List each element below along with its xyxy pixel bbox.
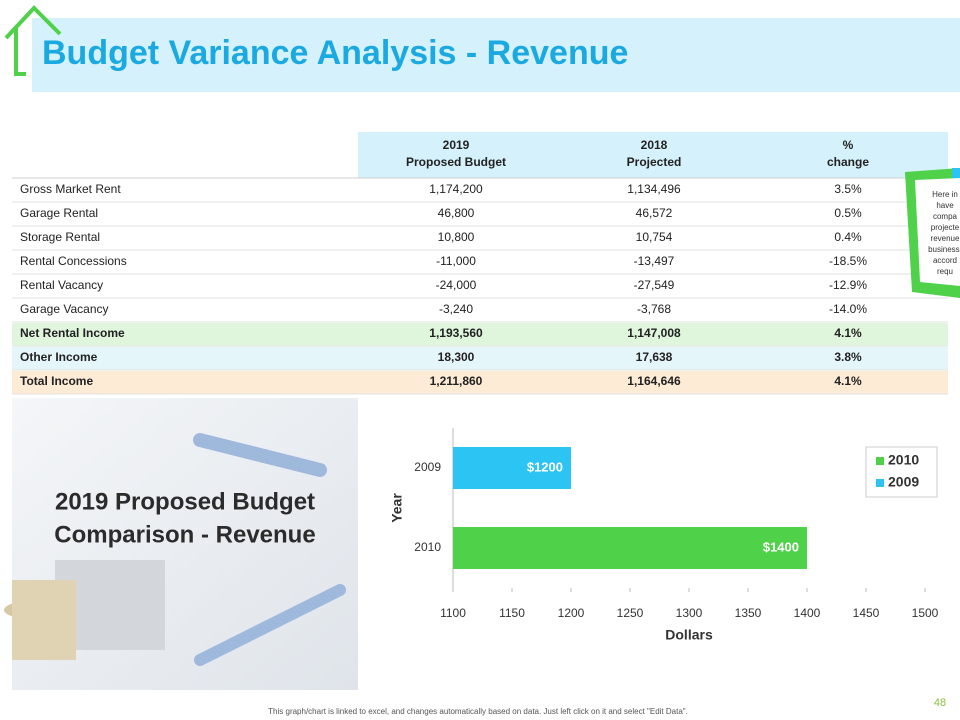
table-header-bg [358, 132, 948, 178]
legend-label: 2009 [888, 474, 919, 490]
table-cell: -12.9% [829, 278, 867, 292]
x-tick-label: 1400 [794, 606, 821, 620]
value-label: $1200 [527, 459, 563, 474]
table-cell: 4.1% [834, 326, 862, 340]
table-cell: -3,768 [637, 302, 671, 316]
table-cell: -24,000 [436, 278, 477, 292]
table-cell: -27,549 [634, 278, 675, 292]
table-cell: 46,572 [636, 206, 673, 220]
row-label: Rental Vacancy [20, 278, 103, 292]
table-cell: 1,147,008 [627, 326, 681, 340]
row-label: Garage Vacancy [20, 302, 109, 316]
note-line: compa [933, 212, 958, 221]
table-cell: 10,754 [636, 230, 673, 244]
coin-stack [12, 580, 76, 660]
x-tick-label: 1200 [558, 606, 585, 620]
table-cell: 1,174,200 [429, 182, 483, 196]
bar [453, 447, 571, 489]
note-line: projecte [931, 223, 960, 232]
row-highlight [12, 347, 948, 370]
x-tick-label: 1150 [499, 606, 525, 620]
pen [193, 433, 327, 477]
note-line: requ [937, 267, 953, 276]
table-cell: 18,300 [438, 350, 475, 364]
table-cell: 10,800 [438, 230, 475, 244]
row-label: Other Income [20, 350, 98, 364]
y-tick-label: 2010 [414, 540, 441, 554]
note-line: business. [928, 245, 960, 254]
legend-swatch [876, 457, 884, 465]
table-cell: 3.5% [834, 182, 862, 196]
table: 2019 Proposed Budget 2018 Projected% change G… [12, 132, 948, 395]
page-number: 48 [934, 697, 946, 709]
x-tick-label: 1250 [617, 606, 644, 620]
table-cell: 3.8% [834, 350, 862, 364]
y-axis-label: Year [389, 493, 405, 523]
row-label: Net Rental Income [20, 326, 125, 340]
table-cell: 0.5% [834, 206, 862, 220]
x-tick-label: 1300 [676, 606, 703, 620]
x-tick-label: 1450 [853, 606, 880, 620]
legend-label: 2010 [888, 452, 919, 468]
row-label: Garage Rental [20, 206, 98, 220]
table-cell: 46,800 [438, 206, 475, 220]
x-tick-label: 1500 [912, 606, 939, 620]
note-line: Here in [932, 190, 958, 199]
image-heading: 2019 Proposed Budget [55, 488, 315, 515]
column-header: 2019 [443, 138, 470, 152]
legend-box [865, 446, 938, 498]
title: Budget Variance Analysis - Revenue [42, 34, 628, 72]
note-card [915, 178, 960, 286]
table-cell: 4.1% [834, 374, 862, 388]
column-header: % [843, 138, 854, 152]
row-label: Gross Market Rent [20, 182, 121, 196]
table-cell: -3,240 [439, 302, 473, 316]
note-line: revenue [931, 234, 960, 243]
note-line: have [936, 201, 954, 210]
table-cell: -13,497 [634, 254, 675, 268]
column-header: 2018 [641, 138, 668, 152]
column-header: change [827, 155, 869, 169]
column-header: Projected [627, 155, 682, 169]
bar [453, 527, 807, 569]
photo: 2019 Proposed Budget Comparison - Revenue [4, 398, 358, 690]
chart: 1100 1150 1200 1250 1300 1350 1400 1450 1500 2009… [389, 428, 939, 643]
table-cell: -14.0% [829, 302, 867, 316]
table-cell: 0.4% [834, 230, 862, 244]
note-line: accord [933, 256, 957, 265]
row-highlight [12, 371, 948, 394]
x-tick-label: 1100 [440, 606, 466, 620]
row-label: Rental Concessions [20, 254, 127, 268]
footer-note: This graph/chart is linked to excel, and… [268, 707, 688, 716]
value-label: $1400 [763, 539, 799, 554]
image-heading: Comparison - Revenue [54, 521, 315, 548]
table-cell: 1,193,560 [429, 326, 483, 340]
row-label: Storage Rental [20, 230, 100, 244]
table-cell: 1,134,496 [627, 182, 681, 196]
note-tab [952, 168, 960, 178]
title-bar [32, 18, 960, 92]
x-axis-label: Dollars [665, 627, 713, 643]
pen [194, 584, 346, 666]
side-note: Here in have compa projecte revenue business.… [905, 168, 960, 298]
column-header: Proposed Budget [406, 155, 506, 169]
row-label: Total Income [20, 374, 93, 388]
table-cell: -11,000 [436, 254, 476, 268]
home-icon [4, 5, 62, 76]
table-cell: -18.5% [829, 254, 867, 268]
x-tick-label: 1350 [735, 606, 762, 620]
row-highlight [12, 323, 948, 346]
y-tick-label: 2009 [414, 460, 441, 474]
table-cell: 1,211,860 [430, 374, 483, 388]
legend-swatch [876, 479, 884, 487]
table-cell: 17,638 [636, 350, 673, 364]
table-cell: 1,164,646 [627, 374, 681, 388]
